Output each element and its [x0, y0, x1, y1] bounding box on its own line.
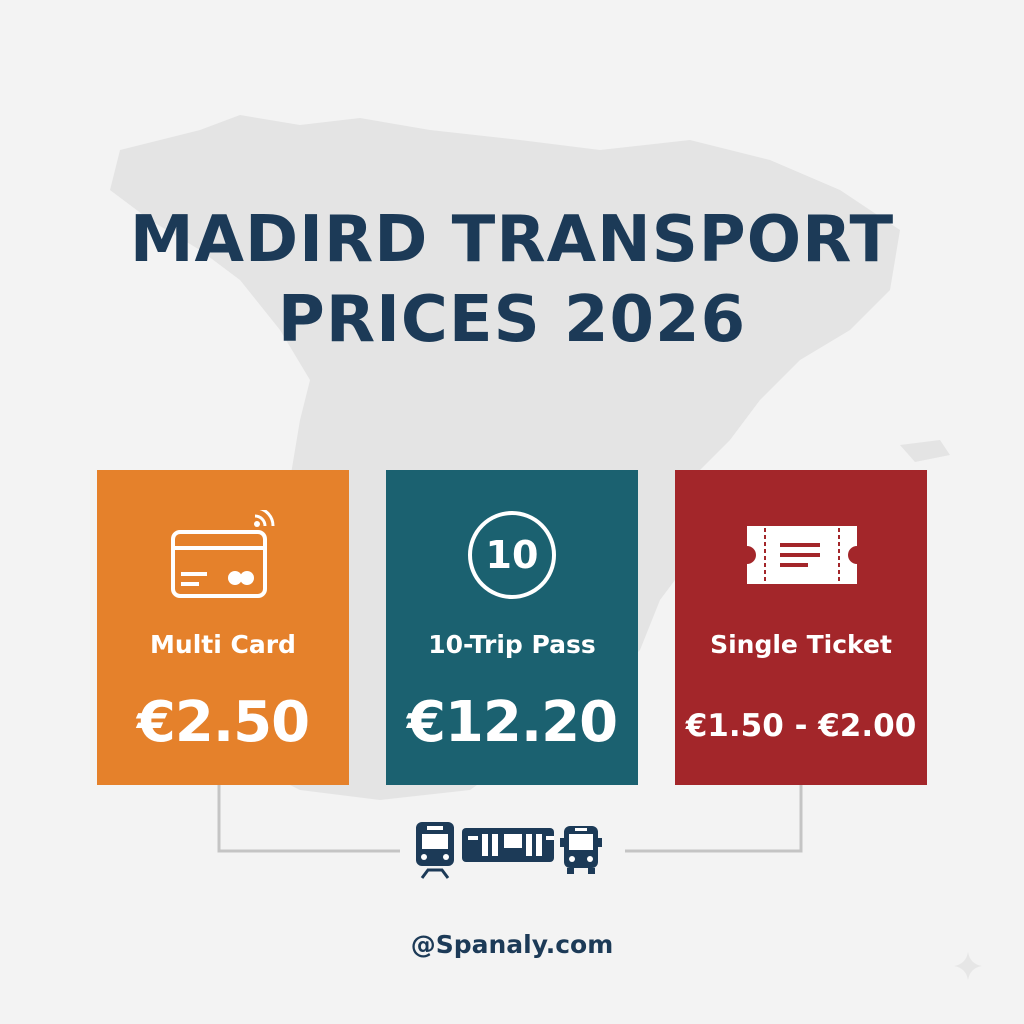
bus-icon	[560, 826, 602, 874]
vehicle-icons	[416, 822, 602, 879]
card-label: 10-Trip Pass	[428, 630, 596, 659]
multi-card-price-card: Multi Card €2.50	[97, 470, 349, 785]
card-price: €1.50 - €2.00	[685, 708, 917, 744]
card-price: €2.50	[136, 690, 310, 755]
contactless-card-icon	[171, 510, 275, 598]
card-price: €12.20	[406, 690, 618, 755]
title-line-2: PRICES 2026	[277, 283, 747, 357]
card-label: Single Ticket	[710, 630, 892, 659]
single-ticket-price-card: Single Ticket €1.50 - €2.00	[675, 470, 927, 785]
ticket-icon	[747, 526, 857, 584]
tram-icon	[462, 828, 554, 862]
card-label: Multi Card	[150, 630, 296, 659]
metro-train-icon	[416, 822, 454, 879]
sparkle-icon	[954, 952, 982, 980]
ten-trip-pass-price-card: 10 10-Trip Pass €12.20	[386, 470, 638, 785]
ten-circle-text: 10	[486, 533, 539, 577]
footer-website: @Spanaly.com	[410, 930, 614, 959]
title-line-1: MADIRD TRANSPORT	[129, 203, 895, 277]
ten-circle-icon: 10	[468, 511, 556, 599]
